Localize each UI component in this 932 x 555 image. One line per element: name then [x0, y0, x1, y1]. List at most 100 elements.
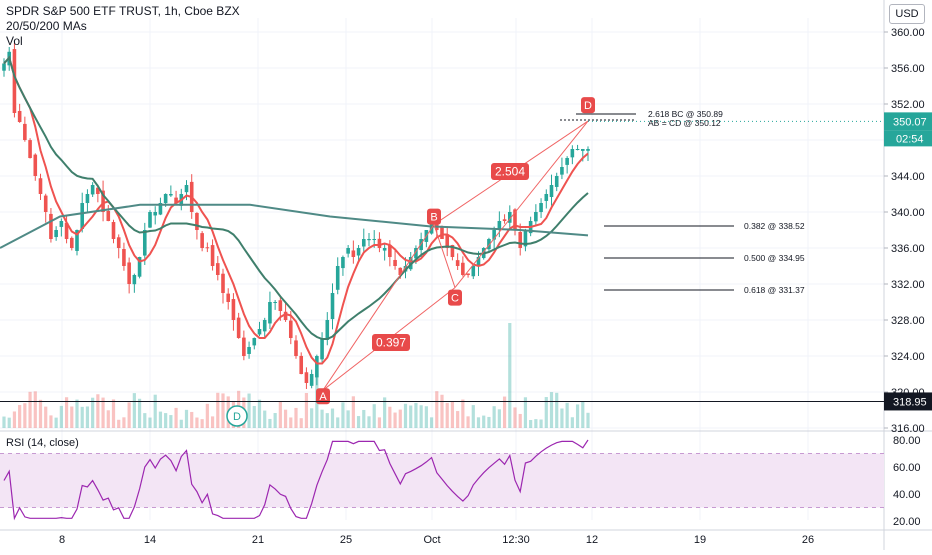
- candle-body: [54, 230, 58, 238]
- projection-label-2: AB = CD @ 350.12: [648, 118, 721, 128]
- volume-bar: [513, 407, 517, 428]
- candle-body: [513, 209, 517, 230]
- volume-bar: [153, 394, 157, 428]
- volume-bar: [174, 407, 178, 428]
- volume-bar: [424, 406, 428, 428]
- candle-body: [398, 267, 403, 275]
- level-badge: [884, 392, 932, 411]
- volume-bar: [310, 408, 314, 428]
- volume-bar: [33, 391, 37, 428]
- ratio-bc-label-badge: [491, 163, 529, 180]
- volume-bar: [508, 323, 512, 428]
- candle-body: [158, 203, 163, 215]
- candle-body: [440, 227, 444, 239]
- candle-body: [455, 260, 460, 266]
- price-tick-label: 316.00: [891, 423, 925, 435]
- candle-body: [294, 340, 298, 356]
- candle-body: [85, 194, 90, 204]
- rsi-tick-label: 60.00: [893, 462, 921, 474]
- candle-body: [257, 329, 262, 335]
- volume-bar: [101, 397, 105, 428]
- candle-body: [75, 230, 79, 251]
- time-tick-label: 12: [586, 534, 598, 546]
- volume-bar: [75, 399, 79, 428]
- candle-body: [518, 231, 523, 248]
- volume-bar: [2, 416, 6, 428]
- volume-bars: [2, 323, 590, 428]
- candle-body: [184, 185, 189, 193]
- point-a-label-badge: [316, 388, 330, 405]
- dividend-marker-label: D: [233, 411, 241, 423]
- moving-averages: [0, 55, 589, 365]
- volume-bar: [137, 398, 142, 428]
- volume-bar: [586, 412, 590, 428]
- candle-body: [247, 347, 251, 354]
- candle-body: [346, 248, 350, 254]
- volume-bar: [502, 396, 507, 428]
- candle-body: [80, 203, 85, 229]
- volume-bar: [195, 417, 199, 428]
- countdown-badge: [884, 130, 932, 147]
- volume-bar: [555, 392, 559, 428]
- ratio-ab-label: 0.397: [376, 336, 406, 350]
- candle-body: [502, 219, 507, 221]
- candle-body: [586, 149, 590, 151]
- candle-body: [388, 244, 392, 257]
- time-tick-label: 21: [252, 534, 264, 546]
- volume-bar: [549, 392, 554, 428]
- volume-bar: [523, 397, 528, 428]
- candle-body: [49, 213, 53, 239]
- fib-label: 0.618 @ 331.37: [744, 285, 805, 295]
- volume-bar: [544, 397, 548, 428]
- volume-bar: [346, 410, 350, 428]
- candle-body: [565, 158, 569, 165]
- volume-bar: [414, 402, 418, 428]
- volume-bar: [388, 406, 392, 428]
- candle-body: [570, 149, 575, 158]
- candle-body: [23, 123, 27, 140]
- candle-body: [461, 262, 465, 275]
- indicator-label[interactable]: 20/50/200 MAs: [6, 19, 87, 33]
- symbol-title[interactable]: SPDR S&P 500 ETF TRUST, 1h, Cboe BZX: [6, 4, 240, 18]
- candle-body: [560, 167, 564, 175]
- rsi-label: RSI (14, close): [6, 437, 79, 449]
- ratio-ab-label-badge: [372, 334, 410, 351]
- currency-button[interactable]: USD: [889, 4, 925, 24]
- point-b-label[interactable]: B: [430, 212, 437, 224]
- time-tick-label: 19: [694, 534, 706, 546]
- projection-label-1: 2.618 BC @ 350.89: [648, 109, 723, 119]
- point-c-label[interactable]: C: [451, 293, 459, 305]
- price-tick-label: 352.00: [891, 99, 925, 111]
- last-price-badge: [884, 112, 932, 131]
- candle-body: [205, 247, 210, 249]
- volume-bar: [529, 419, 533, 428]
- volume-bar: [440, 394, 444, 428]
- volume-bar: [372, 404, 376, 428]
- volume-bar: [393, 412, 397, 428]
- candles[interactable]: [2, 42, 590, 389]
- volume-bar: [325, 413, 329, 428]
- candle-body: [69, 237, 74, 248]
- candle-body: [210, 245, 215, 266]
- volume-bar: [330, 408, 335, 428]
- dividend-marker: [226, 405, 248, 427]
- price-tick-label: 360.00: [891, 27, 925, 39]
- volume-bar: [581, 401, 585, 428]
- volume-bar: [456, 411, 460, 428]
- point-a-label[interactable]: A: [319, 391, 327, 403]
- volume-bar: [23, 403, 27, 428]
- volume-label[interactable]: Vol: [6, 34, 23, 48]
- pattern-leg-ab: [322, 224, 435, 391]
- volume-bar: [518, 413, 522, 428]
- candle-body: [64, 222, 69, 239]
- price-tick-label: 332.00: [891, 279, 925, 291]
- point-c-label-badge: [448, 289, 462, 306]
- candle-body: [554, 176, 559, 187]
- volume-bar: [445, 402, 449, 428]
- candle-body: [195, 213, 199, 230]
- volume-bar: [190, 411, 194, 428]
- volume-bar: [111, 399, 116, 428]
- point-d-label[interactable]: D: [584, 100, 592, 112]
